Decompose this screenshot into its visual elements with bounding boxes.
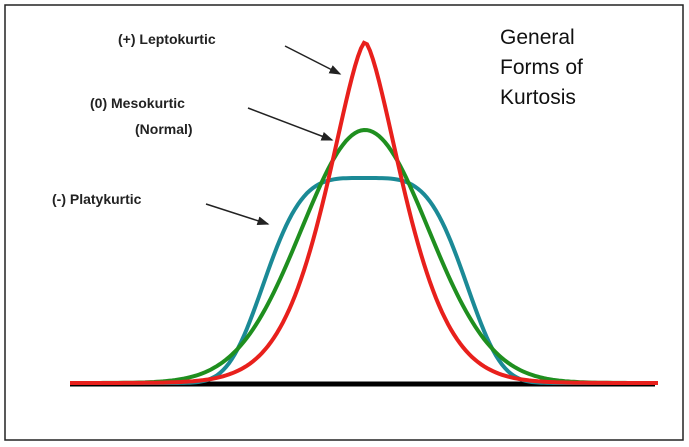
title-line: Forms of (500, 56, 583, 79)
mesokurtic-label: (0) Mesokurtic (90, 95, 185, 111)
leptokurtic-label: (+) Leptokurtic (118, 31, 216, 47)
platykurtic-label: (-) Platykurtic (52, 191, 142, 207)
title-line: General (500, 26, 575, 49)
frame (4, 4, 684, 441)
title-line: Kurtosis (500, 86, 576, 109)
mesokurtic-note: (Normal) (135, 121, 193, 137)
arrow (247, 107, 334, 141)
arrow (284, 45, 342, 75)
leptokurtic-curve (70, 40, 658, 385)
arrow (205, 203, 270, 226)
